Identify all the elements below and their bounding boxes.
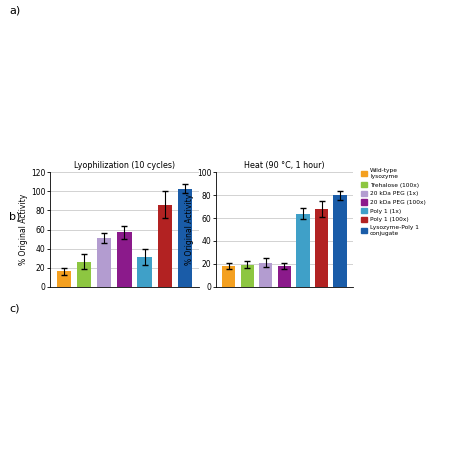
Bar <box>117 233 132 287</box>
Text: b): b) <box>9 212 21 222</box>
Bar <box>240 265 254 287</box>
Bar <box>178 189 192 287</box>
Bar <box>334 195 347 287</box>
Bar <box>56 271 71 287</box>
Y-axis label: % Original Activity: % Original Activity <box>19 194 28 265</box>
Text: a): a) <box>9 5 21 15</box>
Bar <box>259 263 273 287</box>
Y-axis label: % Original Activity: % Original Activity <box>185 194 194 265</box>
Bar <box>315 209 328 287</box>
Bar <box>278 266 291 287</box>
Bar <box>137 257 152 287</box>
Bar <box>77 262 91 287</box>
Text: c): c) <box>9 303 20 313</box>
Bar <box>157 205 172 287</box>
Title: Lyophilization (10 cycles): Lyophilization (10 cycles) <box>74 161 175 170</box>
Title: Heat (90 °C, 1 hour): Heat (90 °C, 1 hour) <box>244 161 325 170</box>
Bar <box>97 238 111 287</box>
Bar <box>296 213 310 287</box>
Bar <box>222 266 235 287</box>
Legend: Wild-type
lysozyme, Trehalose (100x), 20 kDa PEG (1x), 20 kDa PEG (100x), Poly 1: Wild-type lysozyme, Trehalose (100x), 20… <box>361 168 426 236</box>
